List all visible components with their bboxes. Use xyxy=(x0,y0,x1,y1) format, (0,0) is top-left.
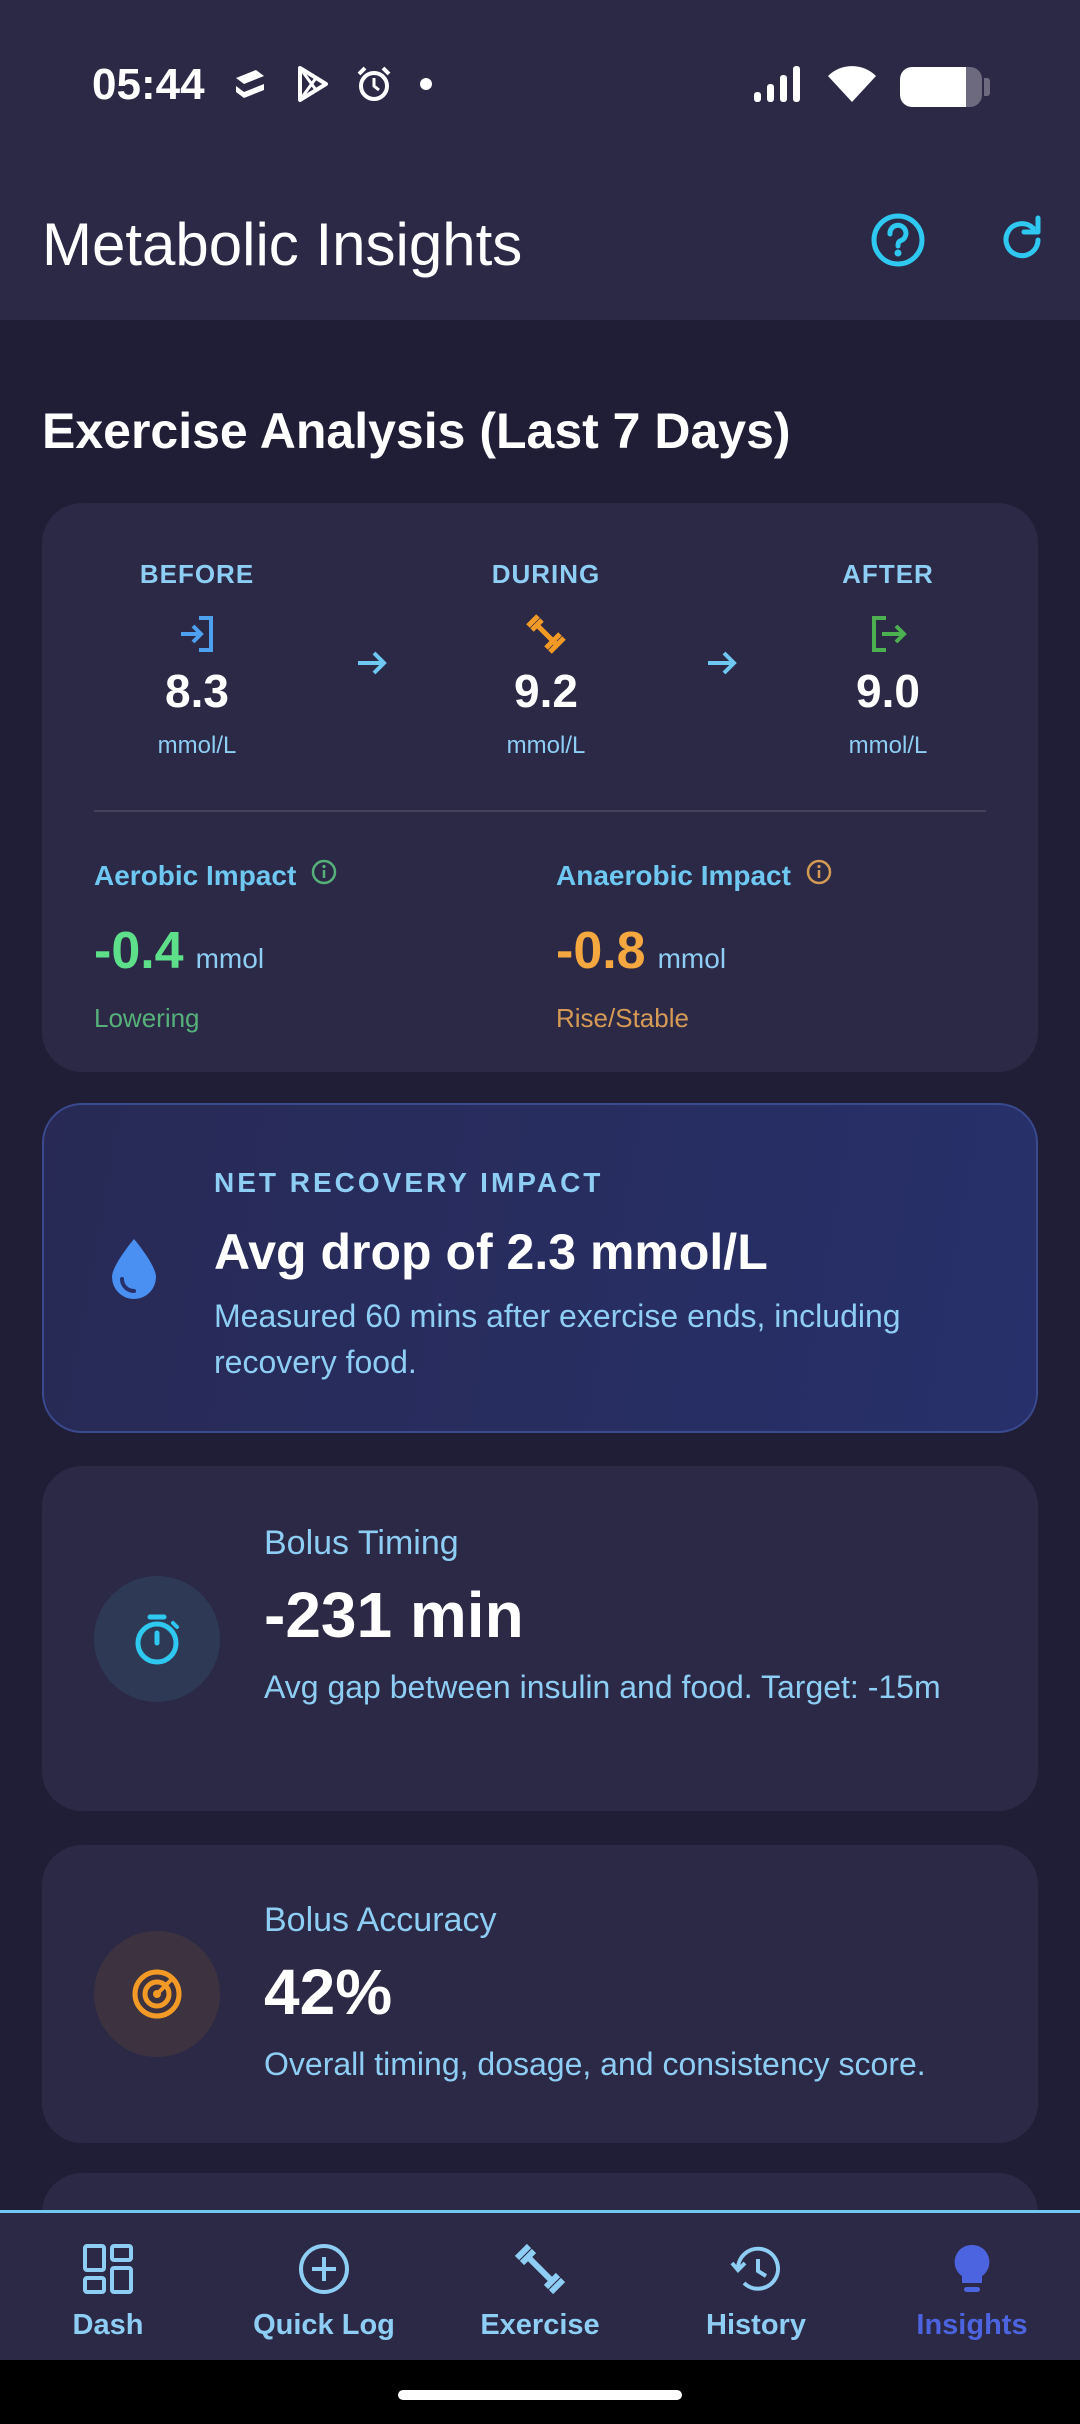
anaerobic-impact-label: Anaerobic Impact xyxy=(556,859,791,891)
target-icon xyxy=(94,1931,220,2057)
phase-unit: mmol/L xyxy=(848,732,928,759)
phase-during: DURING 9.2 mmol/L xyxy=(446,559,646,760)
battery-icon xyxy=(900,66,990,107)
anaerobic-impact-status: Rise/Stable xyxy=(556,1003,689,1033)
net-recovery-title: NET RECOVERY IMPACT xyxy=(214,1167,604,1198)
aerobic-impact-unit: mmol xyxy=(195,943,265,974)
page-title: Metabolic Insights xyxy=(42,211,523,278)
phase-value: 9.0 xyxy=(856,665,920,717)
play-store-icon xyxy=(292,64,332,109)
dumbbell-icon xyxy=(524,612,568,656)
nav-exercise[interactable]: Exercise xyxy=(432,2213,648,2360)
nav-insights[interactable]: Insights xyxy=(864,2213,1080,2360)
help-icon[interactable] xyxy=(870,212,926,268)
bolus-timing-description: Avg gap between insulin and food. Target… xyxy=(264,1669,941,1705)
arrow-right-icon xyxy=(702,643,742,683)
phase-value: 8.3 xyxy=(165,665,229,717)
timer-icon xyxy=(94,1576,220,1702)
water-drop-icon xyxy=(106,1235,162,1301)
nav-history-label: History xyxy=(706,2309,806,2341)
add-circle-icon xyxy=(294,2239,354,2299)
exercise-analysis-card: BEFORE 8.3 mmol/L DURING 9.2 mmol/L AFTE… xyxy=(42,503,1038,1072)
anaerobic-impact-unit: mmol xyxy=(657,943,727,974)
signal-icon xyxy=(752,64,804,109)
dashboard-icon xyxy=(78,2239,138,2299)
logout-icon xyxy=(866,612,910,656)
nav-exercise-label: Exercise xyxy=(480,2309,600,2341)
home-indicator[interactable] xyxy=(398,2390,682,2400)
bolus-timing-title: Bolus Timing xyxy=(264,1524,459,1562)
aerobic-impact: Aerobic Impact -0.4 mmol Lowering xyxy=(94,858,338,1034)
gesture-bar-area xyxy=(0,2360,1080,2424)
aerobic-impact-status: Lowering xyxy=(94,1003,200,1033)
phase-value: 9.2 xyxy=(514,665,578,717)
bolus-accuracy-description: Overall timing, dosage, and consistency … xyxy=(264,2046,926,2082)
arrow-right-icon xyxy=(352,643,392,683)
nav-quick-log-label: Quick Log xyxy=(253,2309,395,2341)
bolus-timing-card[interactable]: Bolus Timing -231 min Avg gap between in… xyxy=(42,1466,1038,1811)
bolus-accuracy-value: 42% xyxy=(264,1956,393,2028)
phase-after: AFTER 9.0 mmol/L xyxy=(788,559,988,760)
alarm-icon xyxy=(354,64,394,109)
phase-label: BEFORE xyxy=(139,559,255,589)
nav-history[interactable]: History xyxy=(648,2213,864,2360)
status-bar: 05:44 xyxy=(0,50,1080,130)
anaerobic-impact-value: -0.8 xyxy=(556,922,646,980)
phase-label: DURING xyxy=(491,559,601,589)
divider xyxy=(94,810,986,812)
layers-icon xyxy=(230,64,270,109)
aerobic-impact-value: -0.4 xyxy=(94,922,184,980)
refresh-icon[interactable] xyxy=(994,212,1050,268)
anaerobic-impact: Anaerobic Impact -0.8 mmol Rise/Stable xyxy=(556,858,833,1034)
net-recovery-headline: Avg drop of 2.3 mmol/L xyxy=(214,1224,768,1280)
nav-insights-label: Insights xyxy=(916,2309,1028,2341)
history-icon xyxy=(726,2239,786,2299)
aerobic-impact-label: Aerobic Impact xyxy=(94,859,297,891)
nav-dash[interactable]: Dash xyxy=(0,2213,216,2360)
nav-quick-log[interactable]: Quick Log xyxy=(216,2213,432,2360)
lightbulb-icon xyxy=(942,2239,1002,2299)
net-recovery-card: NET RECOVERY IMPACT Avg drop of 2.3 mmol… xyxy=(42,1103,1038,1433)
bolus-accuracy-card[interactable]: Bolus Accuracy 42% Overall timing, dosag… xyxy=(42,1845,1038,2143)
net-recovery-description: Measured 60 mins after exercise ends, in… xyxy=(214,1298,901,1380)
phase-unit: mmol/L xyxy=(506,732,586,759)
status-time: 05:44 xyxy=(92,60,205,109)
status-left-icons xyxy=(230,64,436,109)
app-header: 05:44 xyxy=(0,0,1080,320)
status-right-icons xyxy=(752,64,990,109)
info-icon[interactable] xyxy=(310,858,338,893)
section-title-exercise: Exercise Analysis (Last 7 Days) xyxy=(42,403,791,459)
nav-dash-label: Dash xyxy=(72,2309,144,2341)
info-icon[interactable] xyxy=(805,858,833,893)
phase-before: BEFORE 8.3 mmol/L xyxy=(97,559,297,760)
phase-unit: mmol/L xyxy=(157,732,237,759)
bolus-accuracy-title: Bolus Accuracy xyxy=(264,1901,497,1939)
phase-label: AFTER xyxy=(842,559,934,589)
bottom-navigation: Dash Quick Log Exercise History Insights xyxy=(0,2210,1080,2360)
dumbbell-icon xyxy=(510,2239,570,2299)
wifi-icon xyxy=(826,64,878,109)
app-bar-actions xyxy=(870,212,1050,268)
dot-icon xyxy=(416,64,436,109)
login-icon xyxy=(175,612,219,656)
bolus-timing-value: -231 min xyxy=(264,1579,524,1651)
